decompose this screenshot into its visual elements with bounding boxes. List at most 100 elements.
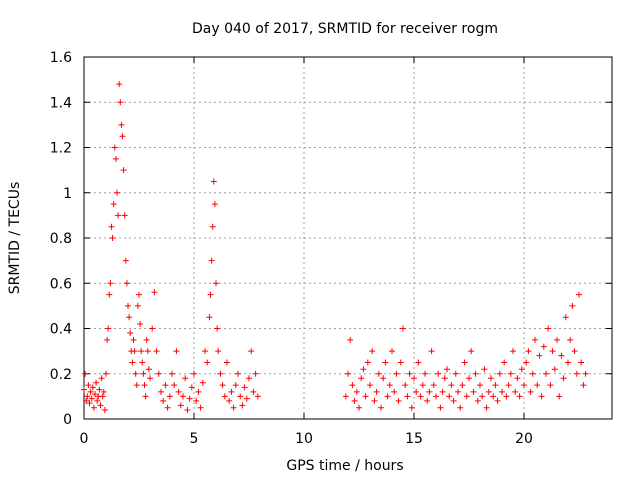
data-point — [499, 388, 505, 395]
data-point — [422, 370, 428, 377]
data-point — [228, 388, 235, 395]
data-point — [444, 366, 450, 373]
data-point — [413, 388, 420, 395]
data-point — [492, 382, 499, 389]
data-point — [98, 375, 105, 382]
data-point — [479, 393, 486, 400]
data-point — [578, 359, 585, 366]
data-point — [108, 223, 115, 230]
data-point — [349, 382, 356, 389]
data-point — [90, 404, 97, 411]
data-point — [217, 370, 224, 377]
data-point — [164, 404, 171, 411]
data-point — [215, 348, 222, 355]
data-point — [367, 382, 373, 389]
data-point — [532, 336, 538, 343]
y-axis-label: SRMTID / TECUs — [7, 182, 23, 295]
data-point — [402, 382, 409, 389]
data-point — [474, 397, 481, 404]
data-point — [162, 382, 169, 389]
x-tick-label: 15 — [405, 431, 423, 447]
data-point — [441, 375, 448, 382]
data-point — [182, 375, 189, 382]
data-point — [207, 291, 214, 298]
data-point — [186, 395, 193, 402]
data-point — [88, 395, 95, 402]
data-point — [206, 314, 213, 321]
data-point — [362, 393, 369, 400]
data-point — [503, 393, 510, 400]
data-point — [99, 393, 106, 400]
data-point — [144, 348, 151, 355]
data-point — [138, 348, 145, 355]
data-point — [490, 393, 497, 400]
data-point — [446, 393, 453, 400]
x-tick-label: 5 — [190, 431, 199, 447]
data-point — [130, 336, 137, 343]
data-point — [134, 302, 141, 309]
data-point — [549, 348, 556, 355]
x-tick-label: 20 — [515, 431, 533, 447]
data-point — [505, 382, 512, 389]
data-point — [369, 348, 376, 355]
data-point — [224, 359, 230, 366]
data-point — [209, 223, 216, 230]
data-point — [360, 366, 367, 373]
data-point — [547, 382, 554, 389]
data-point — [160, 397, 167, 404]
data-point — [106, 291, 113, 298]
data-point — [158, 388, 164, 395]
data-point — [97, 402, 104, 409]
x-tick-label: 0 — [80, 431, 89, 447]
data-point — [426, 388, 433, 395]
data-point — [243, 395, 250, 402]
y-tick-label: 0.2 — [50, 367, 72, 383]
data-point — [132, 370, 139, 377]
data-point — [567, 336, 574, 343]
data-point — [419, 382, 426, 389]
data-point — [204, 359, 211, 366]
data-point — [380, 375, 387, 382]
data-point — [470, 388, 477, 395]
data-point — [82, 370, 89, 377]
data-point — [173, 348, 180, 355]
plot-frame — [83, 56, 613, 420]
data-point — [87, 388, 94, 395]
data-point — [96, 386, 103, 393]
data-point — [538, 393, 545, 400]
data-point — [121, 212, 128, 219]
data-point — [250, 388, 257, 395]
data-point — [137, 320, 144, 327]
data-point — [573, 370, 580, 377]
data-point — [415, 359, 422, 366]
data-point — [527, 388, 534, 395]
data-point — [384, 393, 391, 400]
data-point — [126, 314, 133, 321]
data-point — [483, 404, 490, 411]
data-point — [115, 212, 122, 219]
data-point — [136, 291, 142, 298]
y-tick-label: 0.8 — [50, 231, 72, 247]
data-point — [105, 325, 112, 332]
data-point — [149, 325, 156, 332]
data-point — [457, 404, 464, 411]
y-tick-label: 1.6 — [50, 50, 72, 66]
data-point — [147, 375, 153, 382]
data-point — [93, 379, 100, 386]
data-point — [219, 382, 226, 389]
data-point — [512, 388, 519, 395]
data-point — [171, 382, 178, 389]
data-point — [141, 382, 148, 389]
data-point — [84, 393, 91, 400]
x-axis-label: GPS time / hours — [286, 458, 403, 474]
data-point — [237, 393, 244, 400]
data-point — [112, 155, 119, 162]
data-point — [239, 402, 246, 409]
data-point — [356, 404, 362, 411]
x-tick-label: 10 — [295, 431, 313, 447]
data-point — [463, 393, 470, 400]
data-point — [558, 352, 565, 359]
data-point — [378, 404, 384, 411]
y-tick-label: 0.4 — [50, 322, 72, 338]
